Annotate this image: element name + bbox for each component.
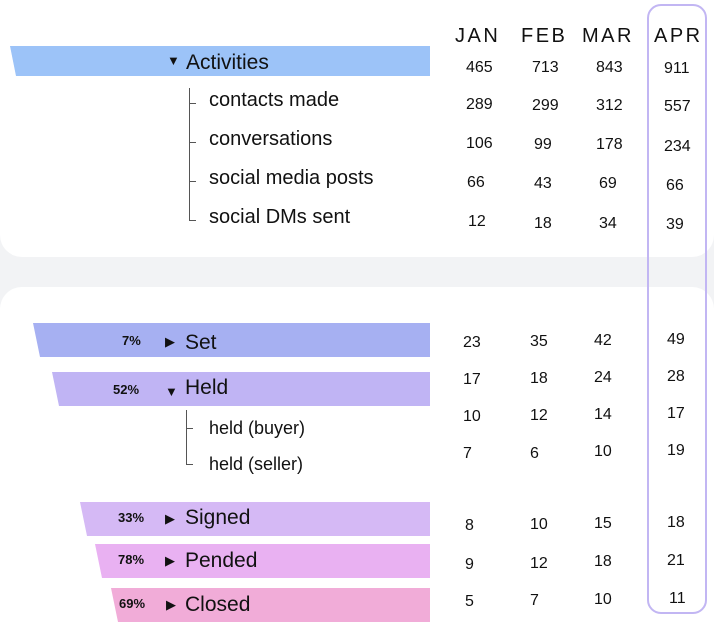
- funnel-row-closed[interactable]: 69% ▶ Closed: [111, 588, 430, 622]
- signed-feb: 10: [530, 516, 548, 533]
- set-label: Set: [185, 331, 217, 354]
- funnel-row-held[interactable]: 52% ▼ Held: [52, 372, 430, 406]
- conversations-jan: 106: [466, 135, 493, 152]
- activities-tree-line: [189, 88, 190, 220]
- held-band-shape: [52, 372, 430, 406]
- social-media-posts-mar: 69: [599, 175, 617, 192]
- closed-feb: 7: [530, 592, 539, 609]
- funnel-row-set[interactable]: 7% ▶ Set: [33, 323, 430, 357]
- activity-label-social-media-posts: social media posts: [209, 167, 374, 189]
- pended-label: Pended: [185, 549, 258, 572]
- activity-label-social-dms-sent: social DMs sent: [209, 206, 351, 228]
- closed-mar: 10: [594, 591, 612, 608]
- funnel-row-pended[interactable]: 78% ▶ Pended: [95, 544, 430, 578]
- held-buyer-label: held (buyer): [209, 418, 306, 438]
- month-header-jan: JAN: [455, 25, 501, 47]
- signed-band-shape: [80, 502, 430, 536]
- month-header-apr: APR: [654, 25, 703, 47]
- conversations-feb: 99: [534, 136, 552, 153]
- triangle-right-icon: ▶: [166, 597, 176, 612]
- activities-label: Activities: [186, 51, 269, 74]
- tree-branch: [186, 464, 193, 465]
- social-media-posts-jan: 66: [467, 174, 485, 191]
- social-dms-sent-mar: 34: [599, 215, 617, 232]
- triangle-right-icon: ▶: [165, 334, 175, 349]
- closed-percent: 69%: [119, 596, 146, 611]
- pended-percent: 78%: [118, 552, 145, 567]
- activity-label-conversations: conversations: [209, 128, 333, 150]
- held-seller-jan: 7: [463, 445, 472, 462]
- month-header-feb: FEB: [521, 25, 568, 47]
- funnel-row-signed[interactable]: 33% ▶ Signed: [80, 502, 430, 536]
- contacts-made-jan: 289: [466, 96, 493, 113]
- closed-apr: 11: [669, 590, 686, 607]
- activities-band-shape: [10, 46, 430, 76]
- social-media-posts-apr: 66: [666, 177, 684, 194]
- tree-branch: [189, 181, 196, 182]
- held-buyer-apr: 17: [667, 405, 685, 422]
- pended-apr: 21: [667, 552, 685, 569]
- signed-mar: 15: [594, 515, 612, 532]
- tree-branch: [186, 428, 193, 429]
- held-buyer-mar: 14: [594, 406, 612, 423]
- held-label: Held: [185, 376, 229, 399]
- held-buyer-jan: 10: [463, 408, 481, 425]
- set-feb: 35: [530, 333, 548, 350]
- closed-band-shape: [111, 588, 430, 622]
- signed-percent: 33%: [118, 510, 145, 525]
- pended-jan: 9: [465, 556, 474, 573]
- closed-jan: 5: [465, 593, 474, 610]
- set-percent: 7%: [122, 333, 141, 348]
- activities-total-apr: 911: [664, 60, 690, 77]
- held-buyer-feb: 12: [530, 407, 548, 424]
- closed-label: Closed: [185, 593, 251, 616]
- month-header-mar: MAR: [582, 25, 634, 47]
- conversations-mar: 178: [596, 136, 623, 153]
- triangle-down-icon: ▼: [167, 53, 180, 68]
- tree-branch: [189, 220, 196, 221]
- tree-branch: [189, 142, 196, 143]
- social-dms-sent-feb: 18: [534, 215, 552, 232]
- held-tree-line: [186, 410, 187, 464]
- activities-row-toggle[interactable]: ▼ Activities: [10, 46, 430, 80]
- activities-card: [0, 0, 714, 257]
- contacts-made-feb: 299: [532, 97, 559, 114]
- held-apr: 28: [667, 368, 685, 385]
- signed-jan: 8: [465, 517, 474, 534]
- contacts-made-apr: 557: [664, 98, 691, 115]
- triangle-right-icon: ▶: [165, 553, 175, 568]
- set-apr: 49: [667, 331, 685, 348]
- social-dms-sent-apr: 39: [666, 216, 684, 233]
- held-seller-label: held (seller): [209, 454, 304, 474]
- pended-band-shape: [95, 544, 430, 578]
- contacts-made-mar: 312: [596, 97, 623, 114]
- pended-mar: 18: [594, 553, 612, 570]
- held-jan: 17: [463, 371, 481, 388]
- set-jan: 23: [463, 334, 481, 351]
- conversations-apr: 234: [664, 138, 691, 155]
- activities-total-jan: 465: [466, 59, 493, 76]
- triangle-right-icon: ▶: [165, 511, 175, 526]
- signed-label: Signed: [185, 506, 251, 529]
- apr-column-highlight: [647, 4, 707, 614]
- triangle-down-icon: ▼: [165, 384, 178, 399]
- signed-apr: 18: [667, 514, 685, 531]
- held-percent: 52%: [113, 382, 140, 397]
- tree-branch: [189, 103, 196, 104]
- social-dms-sent-jan: 12: [468, 213, 486, 230]
- activities-total-mar: 843: [596, 59, 623, 76]
- held-seller-feb: 6: [530, 445, 539, 462]
- social-media-posts-feb: 43: [534, 175, 552, 192]
- held-seller-apr: 19: [667, 442, 685, 459]
- set-mar: 42: [594, 332, 612, 349]
- held-mar: 24: [594, 369, 612, 386]
- activity-label-contacts-made: contacts made: [209, 89, 340, 111]
- held-seller-mar: 10: [594, 443, 612, 460]
- set-band-shape: [33, 323, 430, 357]
- activities-total-feb: 713: [532, 59, 559, 76]
- pended-feb: 12: [530, 555, 548, 572]
- held-feb: 18: [530, 370, 548, 387]
